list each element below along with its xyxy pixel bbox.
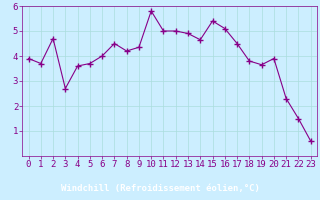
Text: Windchill (Refroidissement éolien,°C): Windchill (Refroidissement éolien,°C) — [60, 184, 260, 193]
